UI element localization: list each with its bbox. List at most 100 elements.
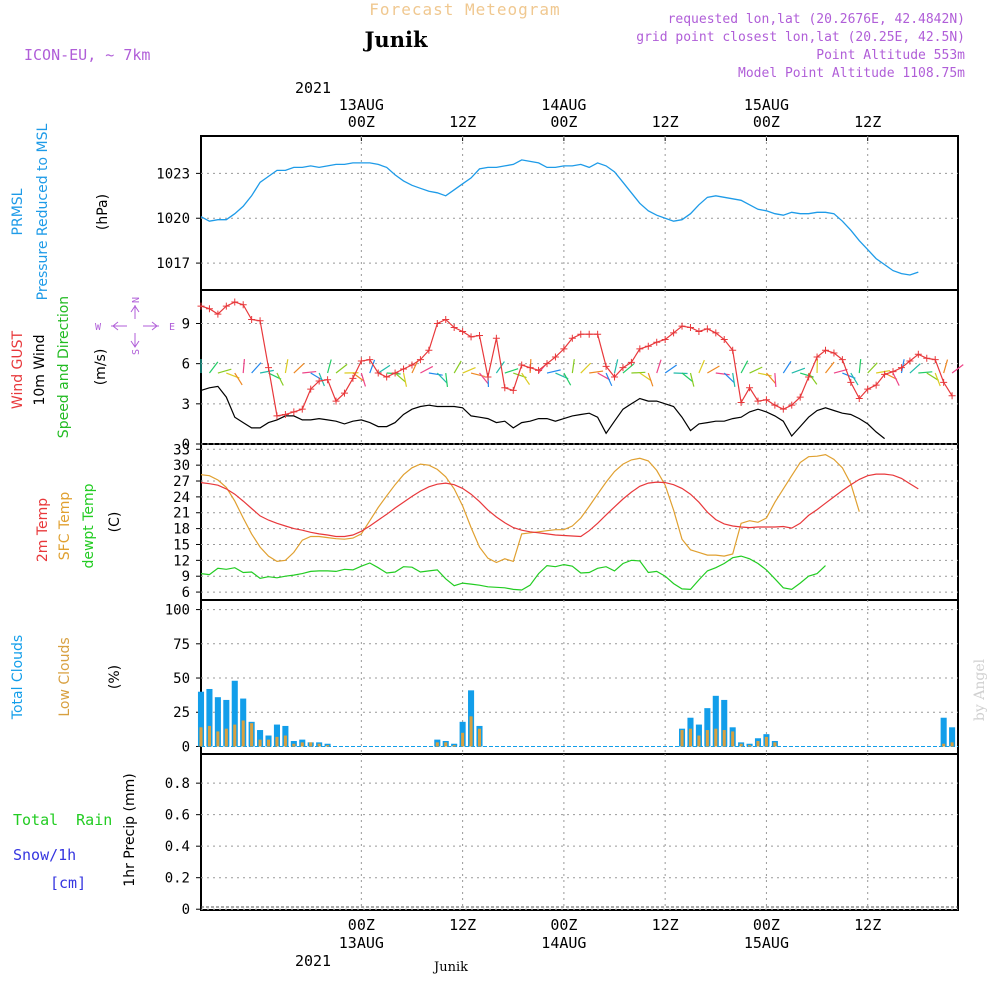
gust-marker xyxy=(315,377,323,385)
wind-direction-arrow xyxy=(369,359,376,374)
temp-tick-label: 30 xyxy=(173,458,190,474)
wind-direction-arrow xyxy=(310,372,324,381)
wind-direction-arrow xyxy=(546,369,561,374)
gust-marker xyxy=(788,401,796,409)
gust-marker xyxy=(324,376,332,384)
low-cloud-bar xyxy=(942,743,946,747)
total-cloud-bar xyxy=(223,699,230,747)
bottom-hour-label: 12Z xyxy=(449,916,476,934)
wind-direction-arrow xyxy=(436,372,448,384)
low-cloud-bar xyxy=(216,731,220,747)
gust-marker xyxy=(425,346,433,354)
wind-direction-arrow xyxy=(563,372,572,386)
wind-direction-arrow xyxy=(876,370,891,374)
wind-speed-line xyxy=(200,385,885,440)
temp-tick-label: 33 xyxy=(173,442,190,458)
low-cloud-bar xyxy=(266,739,271,747)
gust-marker xyxy=(611,373,619,381)
low-cloud-bar xyxy=(680,730,684,747)
gust-marker xyxy=(594,330,602,338)
total-cloud-bar xyxy=(704,708,711,747)
wind-direction-arrow xyxy=(749,366,763,374)
low-cloud-bar xyxy=(469,716,473,747)
total-cloud-bar xyxy=(712,695,719,747)
wind-direction-arrow xyxy=(217,368,232,374)
gust-marker xyxy=(906,357,914,365)
bottom-date-label: 13AUG xyxy=(339,934,384,952)
wind-direction-arrow xyxy=(774,372,777,388)
gust-marker xyxy=(729,346,737,354)
clouds-unit: (%) xyxy=(107,665,123,689)
gust-marker xyxy=(535,366,543,374)
total-cloud-bar xyxy=(214,697,221,747)
wind-direction-arrow xyxy=(892,372,900,386)
low-cloud-bar xyxy=(444,742,448,747)
low-cloud-bar xyxy=(739,743,743,747)
wind-gust-label: Wind GUST xyxy=(10,330,26,409)
wind-tick-label: 6 xyxy=(182,357,190,373)
footer-location: Junik xyxy=(432,960,468,975)
temp-tick-label: 15 xyxy=(173,537,190,553)
wind-direction-arrow xyxy=(479,372,489,385)
gust-marker xyxy=(678,322,686,330)
precip-panel: 0 0.2 0.4 0.6 0.8 Total Rain Snow/1h [cm] 1hr… xyxy=(13,754,958,918)
gust-marker xyxy=(703,325,711,333)
low-cloud-bar xyxy=(950,742,954,747)
gust-marker xyxy=(281,411,289,419)
gust-marker xyxy=(670,329,678,337)
gust-marker xyxy=(847,378,855,386)
gust-marker xyxy=(737,398,745,406)
bottom-hour-label: 00Z xyxy=(348,916,375,934)
gust-marker xyxy=(636,345,644,353)
bottom-hour-label: 12Z xyxy=(652,916,679,934)
gust-marker xyxy=(197,302,205,310)
gust-marker xyxy=(374,369,382,377)
gust-marker xyxy=(357,357,365,365)
bottom-hour-label: 00Z xyxy=(550,916,577,934)
low-cloud-bar xyxy=(199,727,203,747)
wind-direction-arrow xyxy=(850,372,859,386)
gust-marker xyxy=(501,384,509,392)
gust-marker xyxy=(720,336,728,344)
wind-direction-arrow xyxy=(740,360,749,374)
requested-coords: requested lon,lat (20.2676E, 42.4842N) xyxy=(668,12,965,27)
low-cloud-bar xyxy=(697,735,701,747)
total-cloud-bar xyxy=(940,717,947,747)
wind-direction-arrow xyxy=(284,359,289,374)
gust-marker xyxy=(914,350,922,358)
wind-direction-arrow xyxy=(470,372,485,377)
wind-direction-arrow xyxy=(867,362,878,374)
compass-s: S xyxy=(131,349,142,355)
bottom-date-label: 15AUG xyxy=(744,934,789,952)
wind-direction-arrow xyxy=(656,359,662,374)
wind-tick-label: 3 xyxy=(182,397,190,413)
wind-direction-arrow xyxy=(782,360,792,374)
gust-marker xyxy=(484,373,492,381)
gust-marker xyxy=(526,364,534,372)
top-hour-label: 12Z xyxy=(854,113,881,131)
pressure-reduced-label: Pressure Reduced to MSL xyxy=(35,123,51,300)
gust-marker xyxy=(577,330,585,338)
gust-marker xyxy=(931,356,939,364)
wind-direction-arrow xyxy=(613,359,619,374)
gust-marker xyxy=(459,328,467,336)
wind-10m-label: 10m Wind xyxy=(32,334,48,405)
top-year-label: 2021 xyxy=(295,79,331,97)
gust-marker xyxy=(627,358,635,366)
wind-direction-arrow xyxy=(276,372,284,386)
wind-direction-arrow xyxy=(732,372,736,387)
wind-direction-arrow xyxy=(622,363,635,374)
total-cloud-bar xyxy=(257,730,264,747)
wind-direction-arrow xyxy=(765,372,777,384)
gust-marker xyxy=(695,328,703,336)
pressure-frame xyxy=(200,135,959,291)
clouds-tick-label: 25 xyxy=(173,705,190,721)
total-rain-label: Total Rain xyxy=(13,811,112,829)
forecast-title: Forecast Meteogram xyxy=(369,0,560,19)
gust-marker xyxy=(416,356,424,364)
total-cloud-bar xyxy=(721,699,728,747)
low-cloud-bar xyxy=(258,739,262,747)
snow-label: Snow/1h xyxy=(13,846,76,864)
low-cloud-bar xyxy=(756,740,760,747)
bottom-hour-label: 12Z xyxy=(854,916,881,934)
